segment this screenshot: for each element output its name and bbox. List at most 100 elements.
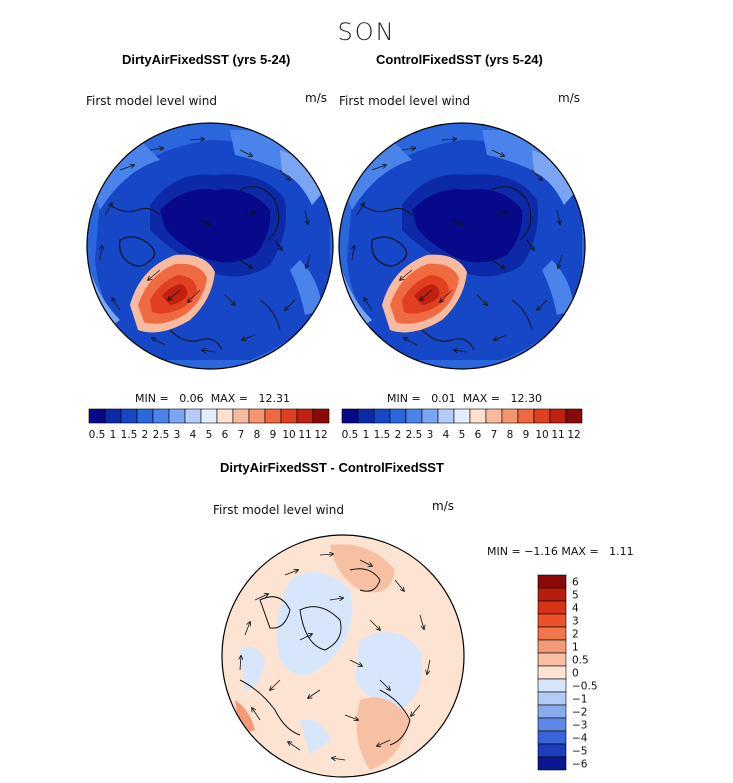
- colorbar-tick-label: 9: [523, 429, 530, 441]
- colorbar-swatch: [469, 408, 487, 424]
- panel-3-min-label: MIN =: [487, 545, 521, 558]
- colorbar-tick-label: 8: [507, 429, 514, 441]
- colorbar-swatch: [120, 408, 138, 424]
- panel-2-map: [339, 123, 585, 369]
- colorbar-tick-label: 2.5: [153, 429, 170, 441]
- colorbar-tick-label: 3: [427, 429, 434, 441]
- colorbar-swatch: [453, 408, 471, 424]
- colorbar-swatch: [537, 600, 567, 615]
- panel-2-min-label: MIN =: [387, 392, 421, 405]
- panel-1-colorbar: 0.5 1 1.5 2 2.5 3 4 5 6 7 8 9 10 11 12: [88, 408, 330, 441]
- colorbar-tick-label: 4: [572, 603, 579, 615]
- colorbar-tick-label: −0.5: [572, 681, 598, 693]
- panel-3-max-label: MAX =: [561, 545, 599, 558]
- colorbar-tick-label: 8: [254, 429, 261, 441]
- colorbar-swatch: [184, 408, 202, 424]
- colorbar-swatch: [517, 408, 535, 424]
- colorbar-swatch: [405, 408, 423, 424]
- colorbar-tick-label: 1: [363, 429, 370, 441]
- colorbar-swatch: [537, 730, 567, 745]
- panel-1-minmax: MIN = 0.06 MAX = 12.31: [135, 392, 290, 405]
- colorbar-tick-label: 12: [567, 429, 580, 441]
- panel-1-map: [87, 123, 333, 369]
- colorbar-swatch: [216, 408, 234, 424]
- colorbar-swatch: [501, 408, 519, 424]
- colorbar-swatch: [537, 665, 567, 680]
- colorbar-tick-label: 1: [110, 429, 117, 441]
- colorbar-tick-label: 7: [491, 429, 498, 441]
- colorbar-tick-label: 0.5: [89, 429, 106, 441]
- colorbar-swatch: [373, 408, 391, 424]
- panel-2-units: m/s: [558, 91, 580, 105]
- colorbar-swatch: [537, 704, 567, 719]
- colorbar-tick-label: 2: [395, 429, 402, 441]
- colorbar-tick-label: 7: [238, 429, 245, 441]
- colorbar-swatch: [421, 408, 439, 424]
- panel-2-colorbar: 0.5 1 1.5 2 2.5 3 4 5 6 7 8 9 10 11 12: [341, 408, 583, 441]
- colorbar-swatch: [537, 652, 567, 667]
- colorbar-tick-label: 9: [270, 429, 277, 441]
- colorbar-swatch: [549, 408, 567, 424]
- panel-1-min-label: MIN =: [135, 392, 169, 405]
- colorbar-tick-label: 0: [572, 668, 579, 680]
- colorbar-tick-label: 5: [459, 429, 466, 441]
- panel-3-map-border: [221, 534, 465, 778]
- colorbar-swatch: [537, 587, 567, 602]
- colorbar-tick-label: 10: [535, 429, 548, 441]
- colorbar-swatch: [537, 613, 567, 628]
- panel-2-title: ControlFixedSST (yrs 5-24): [376, 52, 543, 67]
- colorbar-swatch: [88, 408, 106, 424]
- colorbar-swatch: [168, 408, 186, 424]
- colorbar-swatch: [280, 408, 298, 424]
- colorbar-tick-label: 11: [551, 429, 564, 441]
- colorbar-tick-label: 6: [475, 429, 482, 441]
- colorbar-tick-label: −3: [572, 720, 587, 732]
- colorbar-swatch: [152, 408, 170, 424]
- panel-3-map: [222, 535, 464, 777]
- panel-1-subtitle: First model level wind: [86, 94, 217, 108]
- colorbar-tick-label: −5: [572, 746, 587, 758]
- colorbar-swatch: [248, 408, 266, 424]
- season-title: SON: [337, 18, 396, 46]
- panel-1-map-border: [86, 122, 334, 370]
- colorbar-tick-label: 6: [572, 577, 579, 589]
- colorbar-tick-label: −6: [572, 759, 588, 771]
- panel-3-max-value: 1.11: [609, 545, 634, 558]
- colorbar-swatch: [537, 626, 567, 641]
- panel-1-max-label: MAX =: [210, 392, 248, 405]
- colorbar-swatch: [537, 756, 567, 771]
- panel-2-max-label: MAX =: [462, 392, 500, 405]
- colorbar-swatch: [341, 408, 359, 424]
- colorbar-swatch: [232, 408, 250, 424]
- colorbar-swatch: [537, 639, 567, 654]
- panel-2-subtitle: First model level wind: [339, 94, 470, 108]
- colorbar-tick-label: 1.5: [374, 429, 391, 441]
- colorbar-tick-label: 2: [142, 429, 149, 441]
- panel-3-minmax: MIN = −1.16 MAX = 1.11: [487, 545, 634, 558]
- colorbar-tick-label: 4: [190, 429, 197, 441]
- colorbar-tick-label: 6: [222, 429, 229, 441]
- colorbar-tick-label: 3: [174, 429, 181, 441]
- panel-3-min-value: −1.16: [524, 545, 558, 558]
- panel-3-title: DirtyAirFixedSST - ControlFixedSST: [220, 460, 444, 475]
- colorbar-tick-label: 12: [314, 429, 327, 441]
- colorbar-swatch: [437, 408, 455, 424]
- colorbar-tick-label: 2: [572, 629, 579, 641]
- colorbar-tick-label: 4: [443, 429, 450, 441]
- panel-2-map-border: [338, 122, 586, 370]
- colorbar-swatch: [537, 574, 567, 589]
- colorbar-tick-label: −1: [572, 694, 587, 706]
- colorbar-swatch: [565, 408, 583, 424]
- panel-3-subtitle: First model level wind: [213, 503, 344, 517]
- colorbar-swatch: [104, 408, 122, 424]
- colorbar-swatch: [533, 408, 551, 424]
- colorbar-tick-label: 0.5: [572, 655, 589, 667]
- colorbar-swatch: [537, 678, 567, 693]
- colorbar-tick-label: 3: [572, 616, 579, 628]
- colorbar-tick-label: 1.5: [121, 429, 138, 441]
- colorbar-tick-label: 1: [572, 642, 579, 654]
- colorbar-swatch: [200, 408, 218, 424]
- colorbar-swatch: [537, 691, 567, 706]
